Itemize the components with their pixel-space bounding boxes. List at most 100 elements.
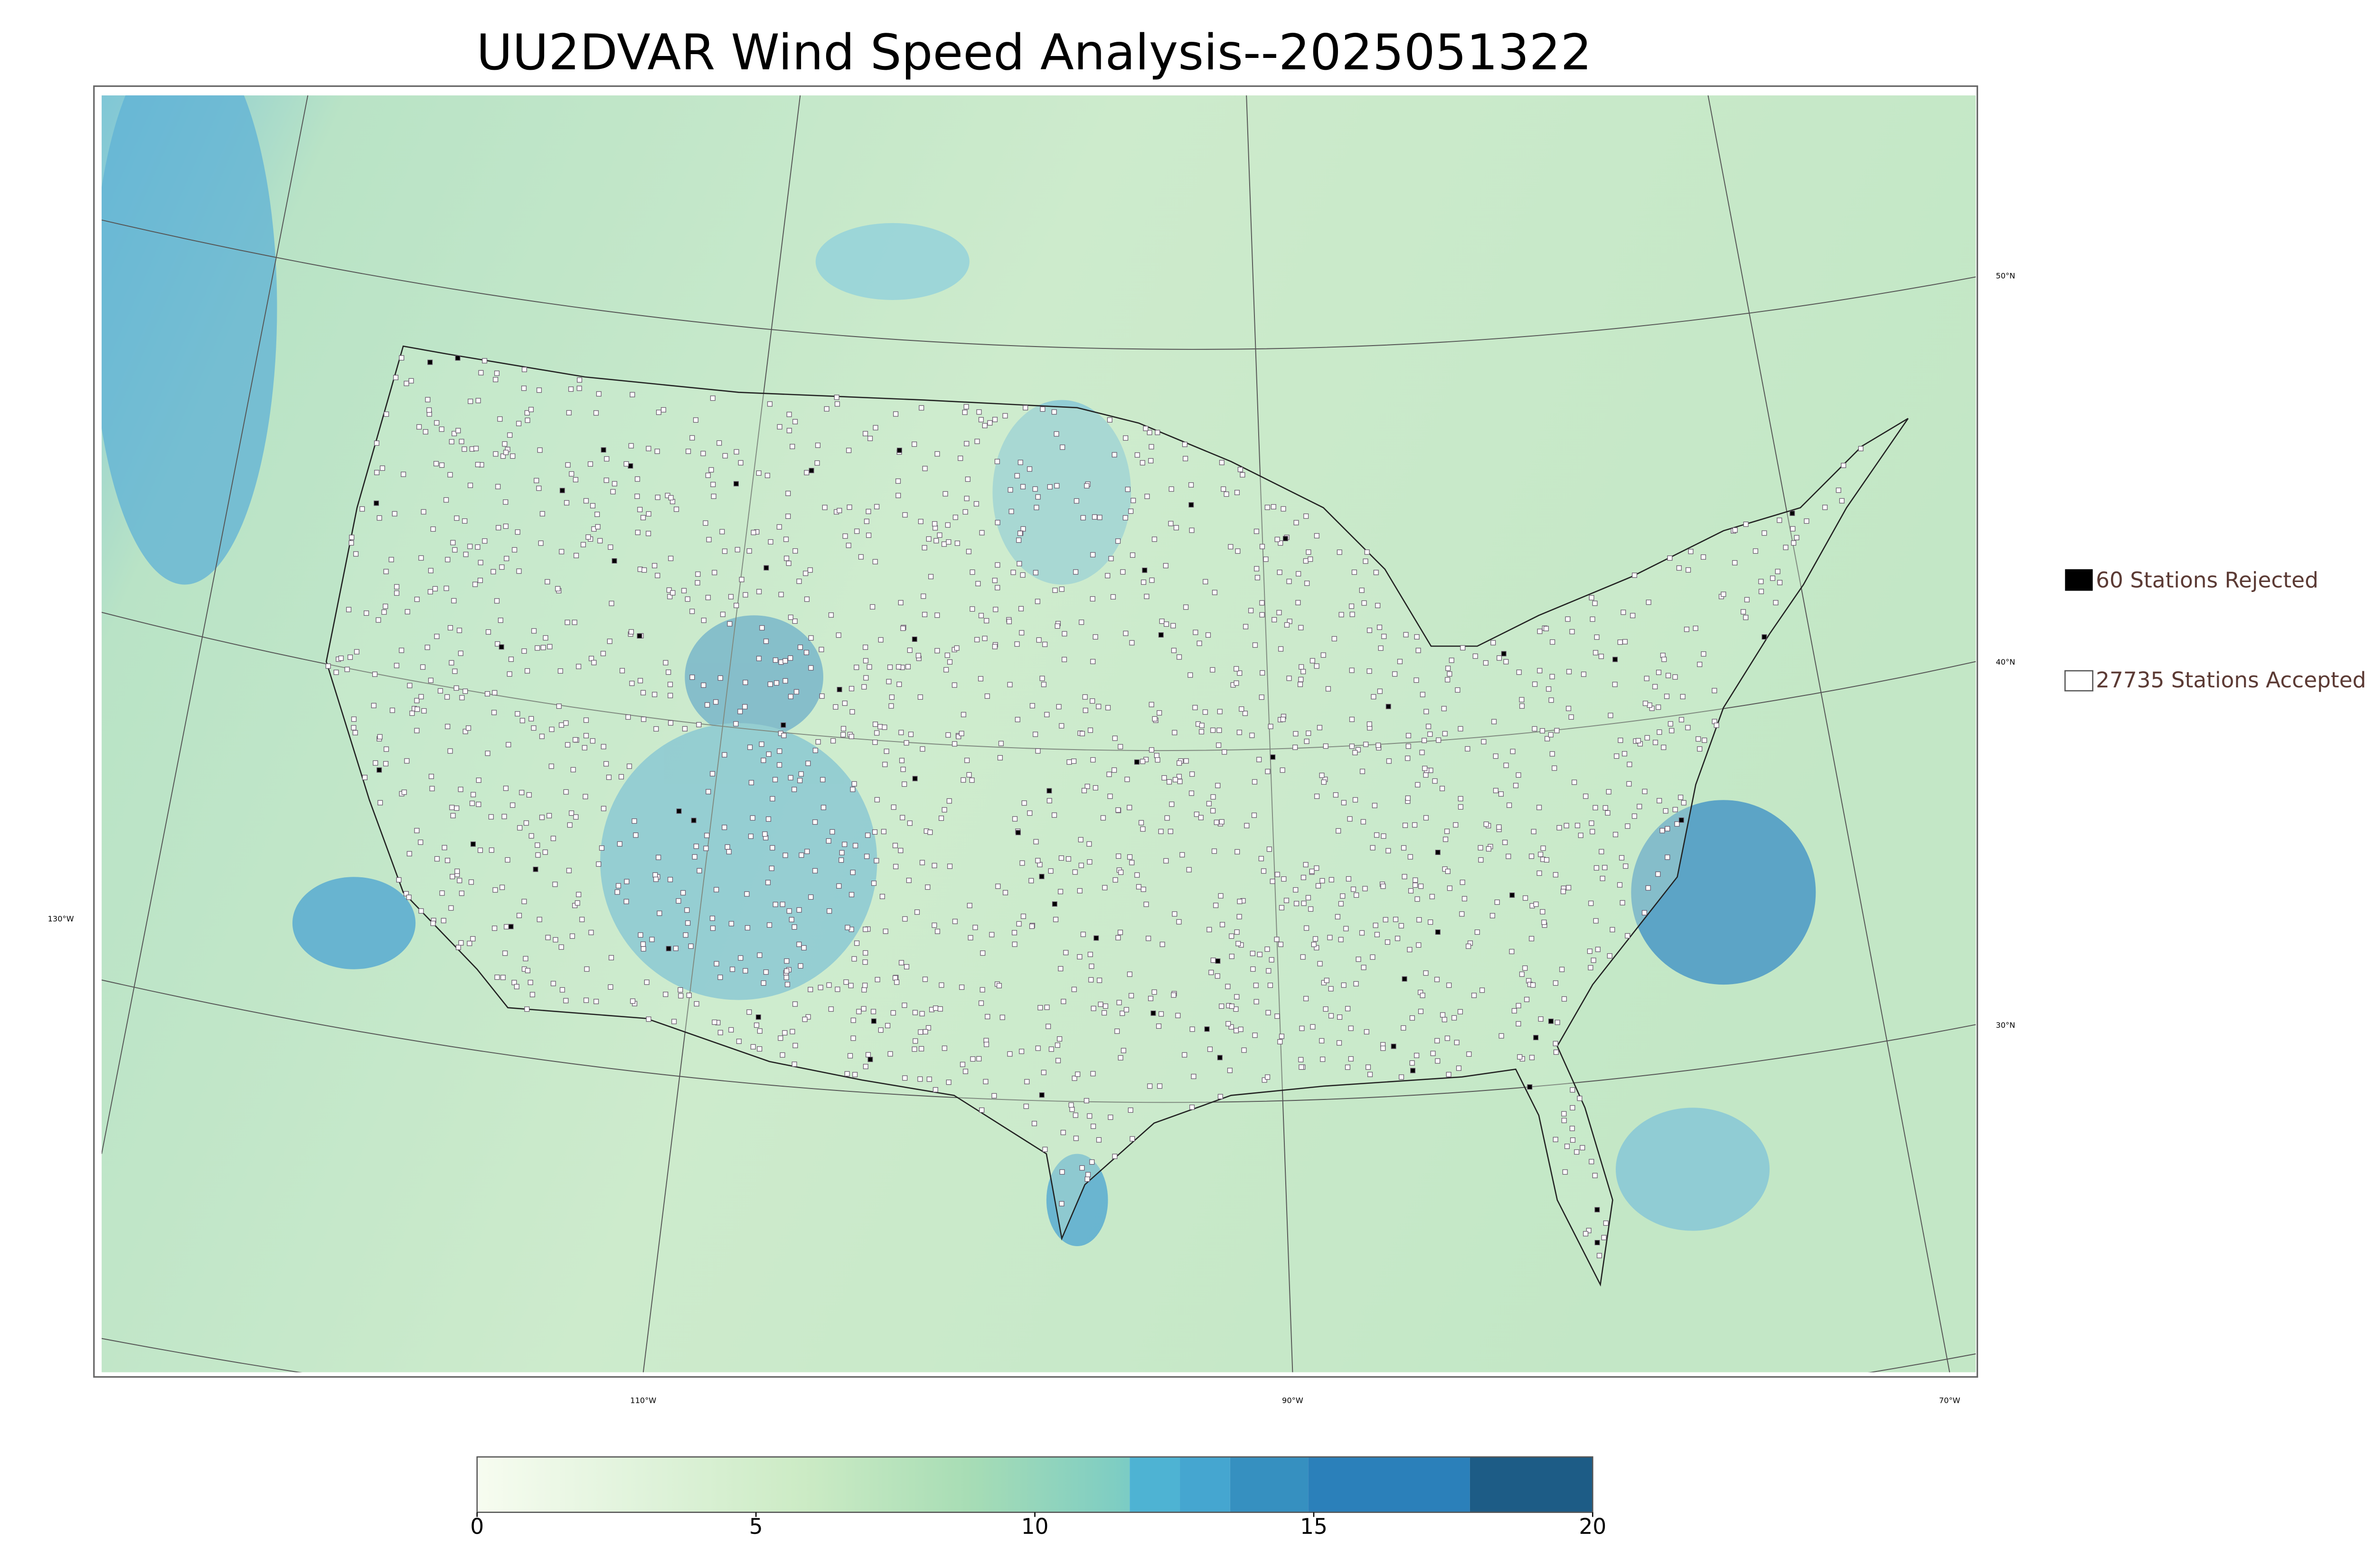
- station-marker: [667, 594, 673, 600]
- station-marker: [979, 530, 985, 535]
- station-marker: [918, 1029, 923, 1035]
- station-marker: [912, 1046, 917, 1052]
- station-marker: [1537, 629, 1543, 634]
- station-marker: [1762, 634, 1767, 640]
- station-marker: [683, 932, 688, 938]
- station-marker: [1370, 845, 1375, 851]
- station-marker: [399, 648, 405, 653]
- station-marker: [1374, 932, 1380, 938]
- station-marker: [1596, 1253, 1602, 1258]
- station-marker: [612, 481, 617, 487]
- graticule: [102, 95, 1976, 1372]
- station-marker: [1112, 452, 1117, 458]
- station-marker: [737, 709, 743, 714]
- station-marker: [1055, 1042, 1060, 1048]
- station-marker: [786, 908, 792, 914]
- station-marker: [583, 794, 588, 799]
- station-marker: [1777, 517, 1782, 523]
- station-marker: [1191, 1073, 1196, 1080]
- station-marker: [1129, 640, 1135, 646]
- station-marker: [934, 929, 941, 934]
- station-marker: [1152, 716, 1158, 722]
- station-marker: [1672, 674, 1678, 680]
- station-marker: [1345, 1064, 1350, 1070]
- station-marker: [376, 617, 381, 623]
- station-marker: [1238, 1026, 1244, 1032]
- station-marker: [917, 1076, 923, 1082]
- station-marker: [872, 722, 878, 727]
- station-marker: [1380, 883, 1386, 889]
- station-marker: [922, 611, 928, 617]
- station-marker: [1252, 779, 1257, 785]
- station-marker: [552, 882, 558, 887]
- station-marker: [1732, 527, 1738, 533]
- station-marker: [573, 814, 579, 820]
- station-marker: [966, 549, 971, 554]
- station-marker: [1087, 1113, 1093, 1119]
- station-marker: [896, 681, 902, 687]
- station-marker: [863, 675, 869, 681]
- station-marker: [781, 722, 786, 728]
- station-marker: [1020, 572, 1026, 578]
- station-marker: [790, 1029, 795, 1034]
- station-marker: [1020, 913, 1026, 919]
- station-marker: [1570, 1105, 1575, 1111]
- station-marker: [583, 498, 589, 504]
- station-marker: [1595, 947, 1601, 952]
- station-marker: [989, 932, 995, 938]
- station-marker: [566, 868, 572, 873]
- station-marker: [852, 1072, 858, 1078]
- station-marker: [1619, 855, 1625, 861]
- station-marker: [1519, 703, 1525, 709]
- station-marker: [454, 805, 460, 811]
- station-marker: [384, 411, 389, 417]
- station-marker: [458, 787, 463, 792]
- station-marker: [1281, 506, 1286, 512]
- station-marker: [1620, 900, 1625, 906]
- station-marker: [1311, 942, 1317, 948]
- station-marker: [1252, 1033, 1258, 1038]
- station-marker: [1183, 604, 1189, 610]
- station-marker: [964, 441, 970, 446]
- station-marker: [1502, 839, 1508, 845]
- station-marker: [701, 682, 707, 688]
- station-marker: [1385, 848, 1391, 854]
- station-marker: [1228, 544, 1234, 550]
- station-marker: [1182, 1052, 1187, 1058]
- station-marker: [970, 569, 975, 575]
- station-marker: [757, 1046, 763, 1052]
- station-marker: [1791, 540, 1797, 546]
- station-marker: [640, 941, 646, 947]
- station-marker: [432, 586, 438, 592]
- station-marker: [757, 952, 763, 958]
- station-marker: [984, 693, 990, 699]
- station-marker: [719, 529, 725, 535]
- station-marker: [649, 937, 655, 942]
- station-marker: [1147, 430, 1152, 435]
- station-marker: [933, 1005, 939, 1011]
- station-marker: [712, 1019, 717, 1025]
- station-marker: [1168, 486, 1174, 492]
- station-marker: [1338, 901, 1344, 907]
- station-marker: [482, 538, 488, 544]
- station-marker: [1696, 736, 1701, 742]
- station-marker: [409, 710, 415, 716]
- station-marker: [1537, 668, 1543, 674]
- station-marker: [1183, 456, 1188, 461]
- station-marker: [853, 843, 858, 848]
- station-marker: [1259, 695, 1264, 700]
- station-marker: [656, 854, 661, 860]
- station-marker: [1546, 686, 1552, 692]
- station-marker: [777, 762, 782, 768]
- station-marker: [1663, 808, 1668, 814]
- station-marker: [1156, 1023, 1162, 1029]
- station-marker: [1655, 871, 1661, 877]
- station-marker: [728, 1027, 734, 1033]
- station-marker: [1598, 654, 1604, 659]
- station-marker: [1151, 989, 1157, 995]
- legend-accepted: 27735 Stations Accepted: [2096, 667, 2366, 693]
- station-marker: [959, 731, 964, 736]
- station-marker: [686, 449, 691, 454]
- station-marker: [1217, 1094, 1223, 1099]
- station-marker: [1269, 957, 1274, 963]
